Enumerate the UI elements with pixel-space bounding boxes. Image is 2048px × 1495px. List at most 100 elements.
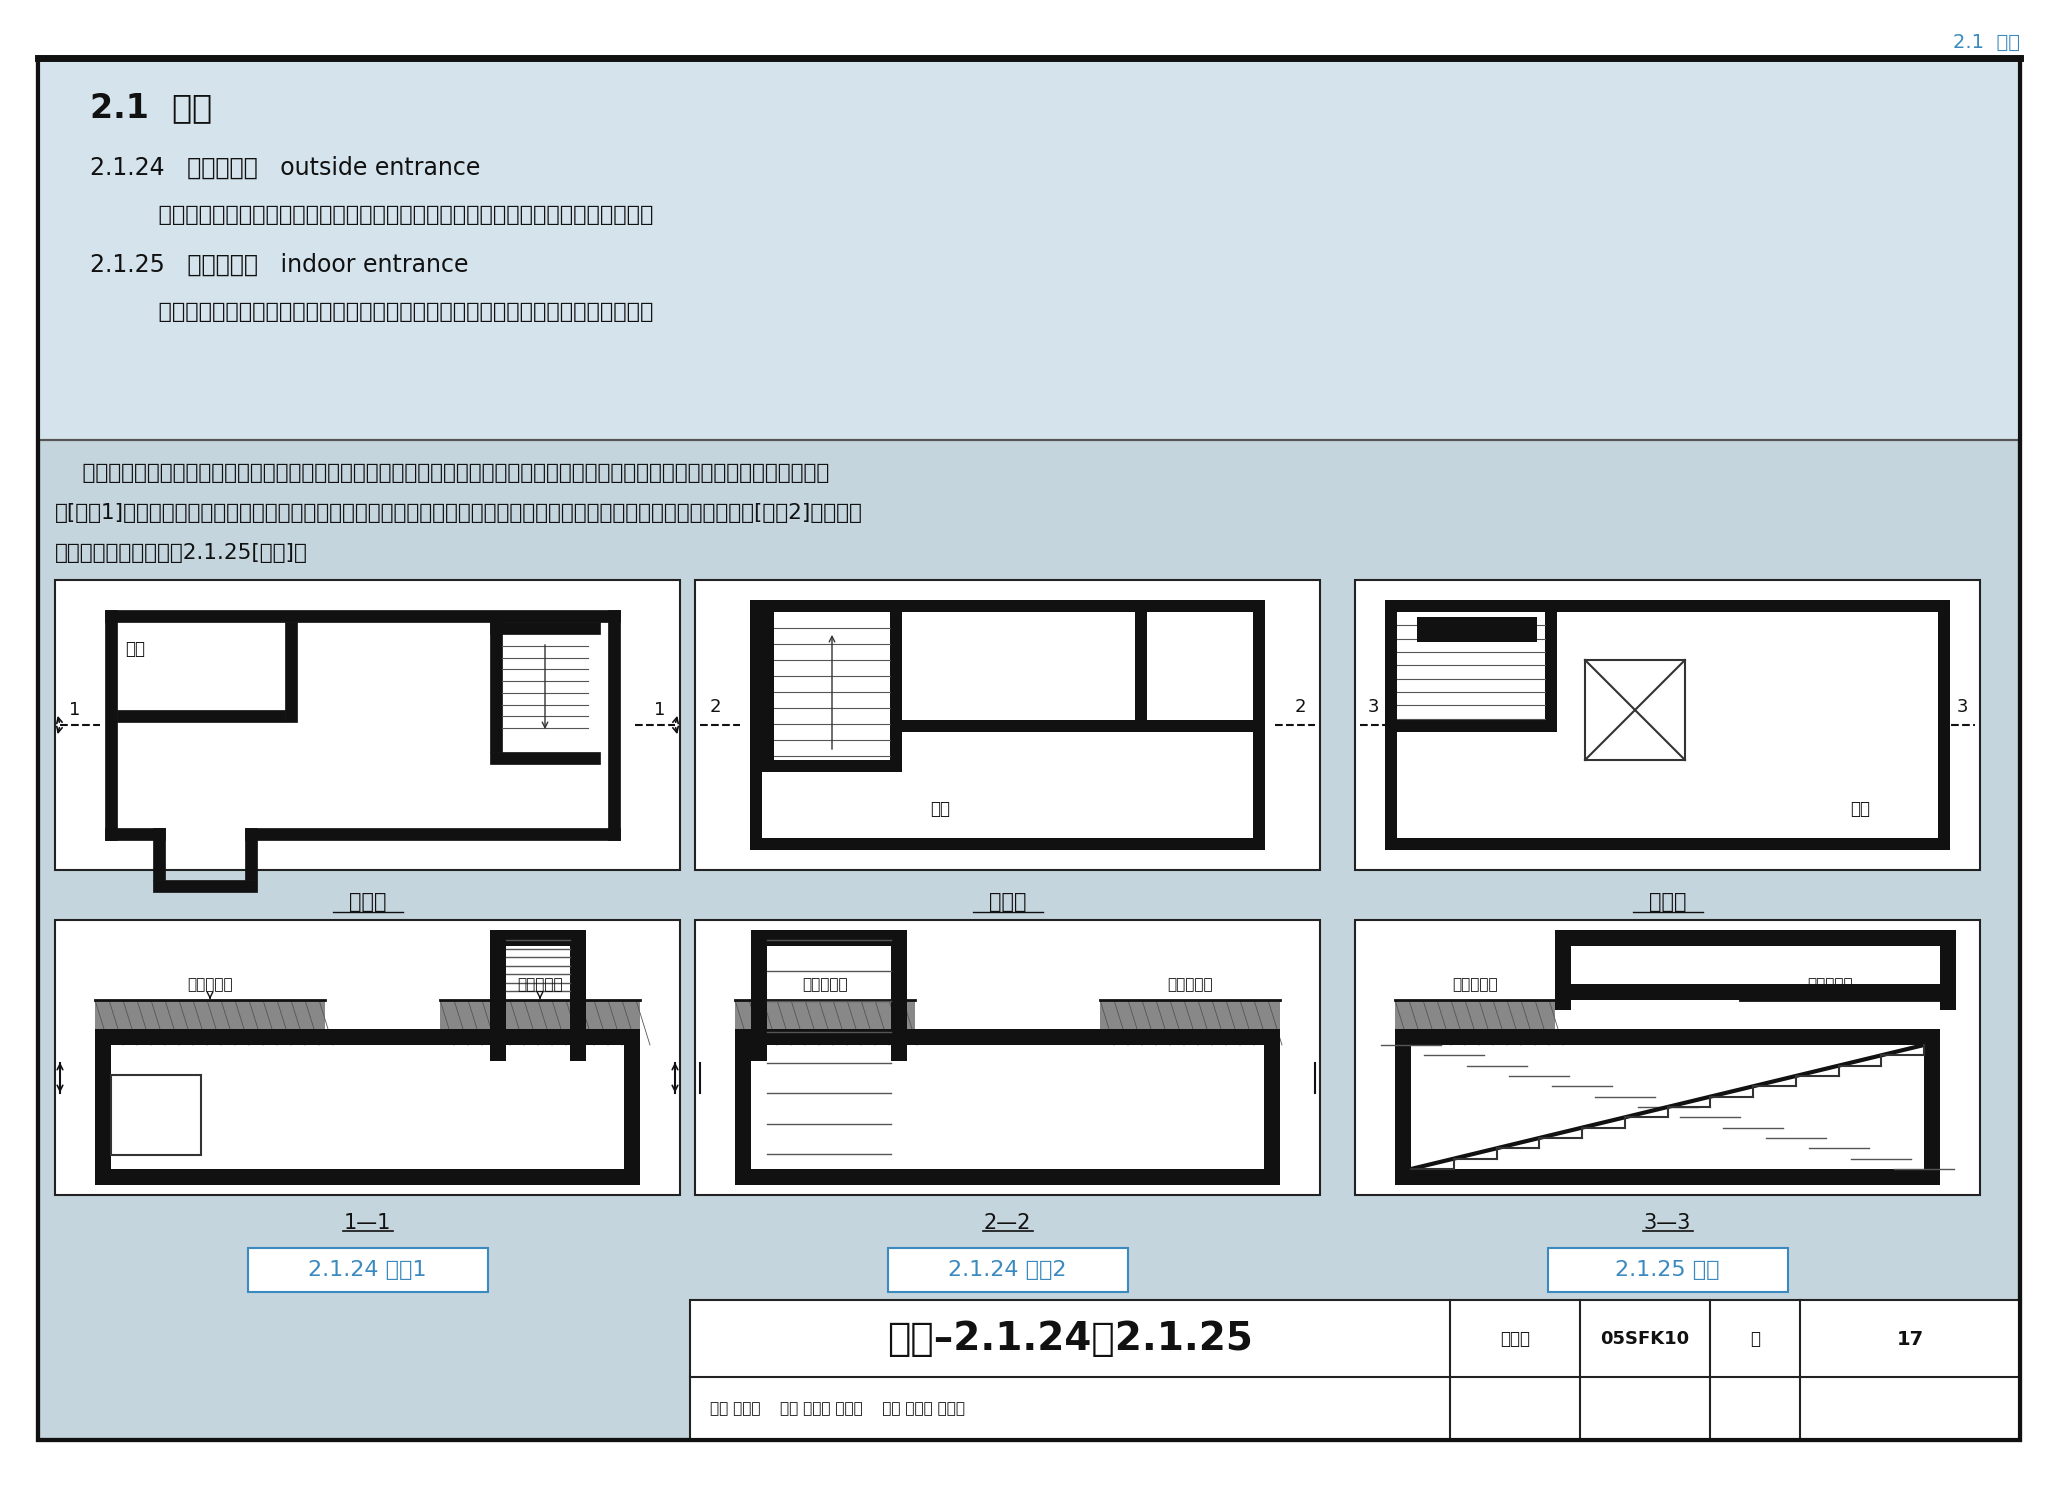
Text: 室外地平面: 室外地平面 <box>1452 978 1497 993</box>
Text: 室内: 室内 <box>930 800 950 818</box>
Bar <box>94 1169 639 1186</box>
Bar <box>762 759 901 771</box>
Bar <box>1395 1169 1939 1186</box>
Bar <box>887 1248 1128 1292</box>
Bar <box>694 580 1321 870</box>
Bar <box>752 930 907 946</box>
Bar <box>1937 599 1950 851</box>
Bar <box>94 1045 111 1186</box>
Bar <box>735 1169 1280 1186</box>
Text: 2.1.25 图示: 2.1.25 图示 <box>1616 1260 1720 1280</box>
Text: 1: 1 <box>653 701 666 719</box>
Bar <box>1135 611 1147 722</box>
Bar <box>1585 659 1686 759</box>
Text: 室内: 室内 <box>1849 800 1870 818</box>
Bar <box>154 881 256 893</box>
Bar <box>1554 984 1956 1000</box>
Bar <box>1384 599 1950 611</box>
Text: 平面图: 平面图 <box>989 893 1026 912</box>
Text: 通道的出地面段（无防护顶盖段）位于防空地下室上部建筑投影范围以内的出入口。: 通道的出地面段（无防护顶盖段）位于防空地下室上部建筑投影范围以内的出入口。 <box>129 302 653 321</box>
Bar <box>440 1000 639 1045</box>
Text: 2.1.24 图示1: 2.1.24 图示1 <box>309 1260 426 1280</box>
Text: 图集号: 图集号 <box>1499 1331 1530 1348</box>
Bar <box>735 1029 1280 1045</box>
Bar <box>489 622 600 634</box>
Text: 2.1  术语: 2.1 术语 <box>1954 33 2019 51</box>
Bar <box>891 930 907 1061</box>
Bar <box>750 599 1266 611</box>
Bar <box>154 828 166 881</box>
Bar <box>246 828 621 840</box>
Text: 室外地平面: 室外地平面 <box>518 978 563 993</box>
Text: 2.1.25   室内出入口   indoor entrance: 2.1.25 室内出入口 indoor entrance <box>90 253 469 277</box>
Bar <box>569 930 586 1061</box>
Text: 3—3: 3—3 <box>1645 1212 1692 1233</box>
Bar <box>762 611 774 771</box>
Bar <box>1544 611 1556 733</box>
Bar <box>1253 599 1266 851</box>
Bar <box>1395 1045 1411 1186</box>
Bar <box>735 1045 752 1186</box>
Bar <box>752 930 768 1061</box>
Bar <box>901 721 1253 733</box>
Text: 首层地平面: 首层地平面 <box>186 978 233 993</box>
Text: 口[图示1]；通道出地面段位于上部建筑投影范围以外，且其一侧与上部建筑外墙相邻的室外出入口称为附壁式室外出入口[图示2]。室内出: 口[图示1]；通道出地面段位于上部建筑投影范围以外，且其一侧与上部建筑外墙相邻的… <box>55 502 862 523</box>
Text: 3: 3 <box>1368 698 1378 716</box>
Bar <box>246 828 256 881</box>
Bar <box>690 1301 2019 1440</box>
Bar <box>55 919 680 1195</box>
Bar <box>489 752 600 764</box>
Bar <box>104 610 621 622</box>
Bar <box>750 599 762 851</box>
Bar <box>248 1248 487 1292</box>
Bar <box>39 58 2019 440</box>
Bar <box>735 1000 915 1045</box>
Bar <box>55 580 680 870</box>
Bar <box>489 622 502 752</box>
Text: 1: 1 <box>70 701 80 719</box>
Text: 1—1: 1—1 <box>344 1212 391 1233</box>
Bar <box>285 622 297 722</box>
Text: 17: 17 <box>1896 1329 1923 1348</box>
Text: 通道的出地面段（无防护顶盖段）位于防空地下室上部建筑投影范围以外的出入口。: 通道的出地面段（无防护顶盖段）位于防空地下室上部建筑投影范围以外的出入口。 <box>129 205 653 226</box>
Bar <box>1395 1000 1554 1045</box>
Text: 2.1  术语: 2.1 术语 <box>90 91 213 124</box>
Bar <box>1384 839 1950 851</box>
Text: 审核 马希荣    校对 王晓东 王映求    设计 赵贵华 姜重奈: 审核 马希荣 校对 王晓东 王映求 设计 赵贵华 姜重奈 <box>711 1401 965 1416</box>
Bar <box>94 1000 326 1045</box>
Text: 术语–2.1.24、2.1.25: 术语–2.1.24、2.1.25 <box>887 1320 1253 1357</box>
Text: 3: 3 <box>1956 698 1968 716</box>
Text: 05SFK10: 05SFK10 <box>1599 1331 1690 1348</box>
Bar <box>625 1045 639 1186</box>
Text: 2.1.24   室外出入口   outside entrance: 2.1.24 室外出入口 outside entrance <box>90 155 481 179</box>
Text: 入口一般为楼梯间，见2.1.25[图示]。: 入口一般为楼梯间，见2.1.25[图示]。 <box>55 543 307 564</box>
Bar <box>1356 919 1980 1195</box>
Text: 室内: 室内 <box>125 640 145 658</box>
Bar <box>1384 599 1397 851</box>
Text: 平面图: 平面图 <box>348 893 387 912</box>
Bar <box>1264 1045 1280 1186</box>
Bar <box>750 839 1266 851</box>
Text: 2: 2 <box>1294 698 1307 716</box>
Bar <box>1554 930 1956 946</box>
Bar <box>694 919 1321 1195</box>
Bar <box>1548 1248 1788 1292</box>
Text: 首层地平面: 首层地平面 <box>1167 978 1212 993</box>
Bar <box>1554 930 1571 1011</box>
Bar <box>608 610 621 840</box>
Bar <box>94 1029 639 1045</box>
Text: 平面图: 平面图 <box>1649 893 1686 912</box>
Bar <box>489 930 506 1061</box>
Bar <box>1923 1045 1939 1186</box>
Text: 2—2: 2—2 <box>983 1212 1032 1233</box>
Bar <box>1356 580 1980 870</box>
Text: 2: 2 <box>709 698 721 716</box>
Text: 室外出入口一般有两种形式：通道出地面段位于上部建筑投影范围以外，且与上部建筑有一定距离的室外出入口称为独立式室外出入: 室外出入口一般有两种形式：通道出地面段位于上部建筑投影范围以外，且与上部建筑有一… <box>55 463 829 483</box>
Bar <box>104 828 166 840</box>
Text: 页: 页 <box>1749 1331 1759 1348</box>
Bar <box>489 930 586 946</box>
Bar <box>1417 617 1536 641</box>
Bar <box>1395 1029 1939 1045</box>
Bar <box>1397 721 1556 733</box>
Bar <box>104 610 117 840</box>
